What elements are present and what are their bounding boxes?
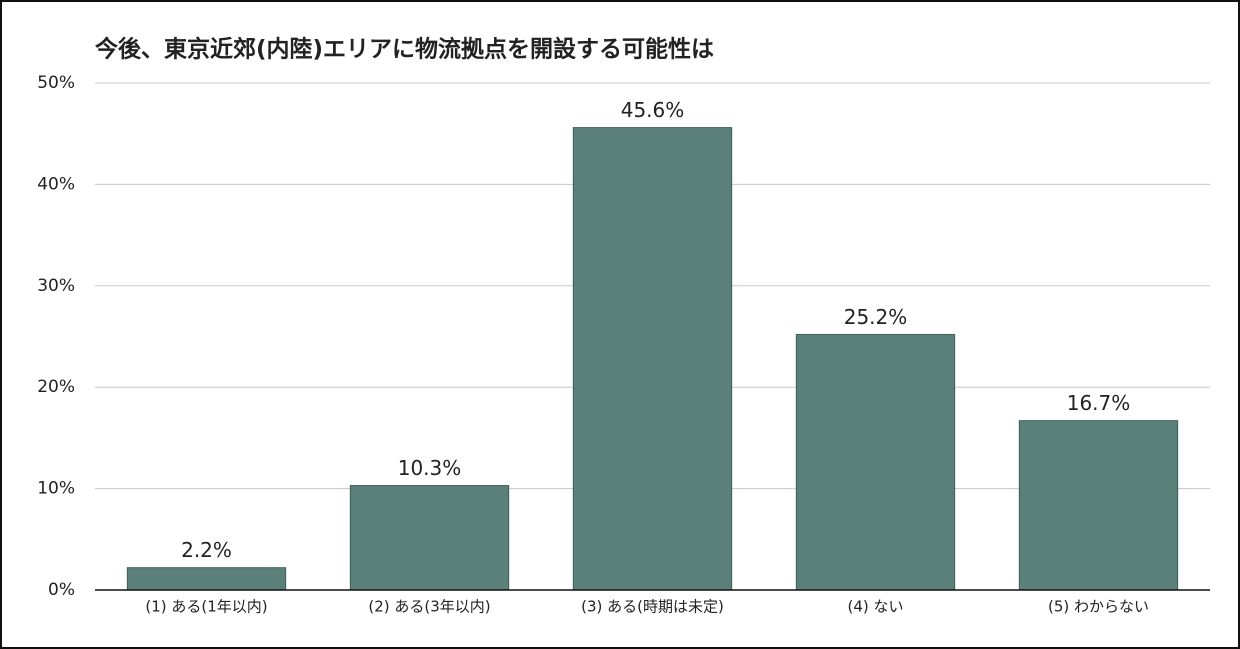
- value-label: 45.6%: [621, 98, 685, 122]
- y-tick-label: 20%: [37, 377, 75, 397]
- y-tick-label: 10%: [37, 479, 75, 499]
- bar: [795, 333, 956, 591]
- y-tick-label: 40%: [37, 174, 75, 194]
- y-tick-label: 0%: [48, 580, 75, 600]
- x-tick-label: (3) ある(時期は未定): [581, 598, 724, 616]
- bar: [1018, 420, 1179, 591]
- y-tick-label: 50%: [37, 73, 75, 93]
- y-tick-label: 30%: [37, 276, 75, 296]
- bar: [126, 567, 287, 591]
- x-tick-label: (4) ない: [847, 598, 903, 616]
- value-label: 25.2%: [844, 305, 908, 329]
- chart-title: 今後、東京近郊(内陸)エリアに物流拠点を開設する可能性は: [95, 36, 714, 63]
- value-label: 2.2%: [181, 538, 232, 562]
- x-tick-label: (1) ある(1年以内): [145, 598, 267, 616]
- x-tick-label: (5) わからない: [1048, 598, 1149, 616]
- x-tick-label: (2) ある(3年以内): [368, 598, 490, 616]
- bar: [349, 485, 510, 591]
- value-label: 16.7%: [1067, 391, 1131, 415]
- value-label: 10.3%: [398, 456, 462, 480]
- bar: [572, 127, 733, 591]
